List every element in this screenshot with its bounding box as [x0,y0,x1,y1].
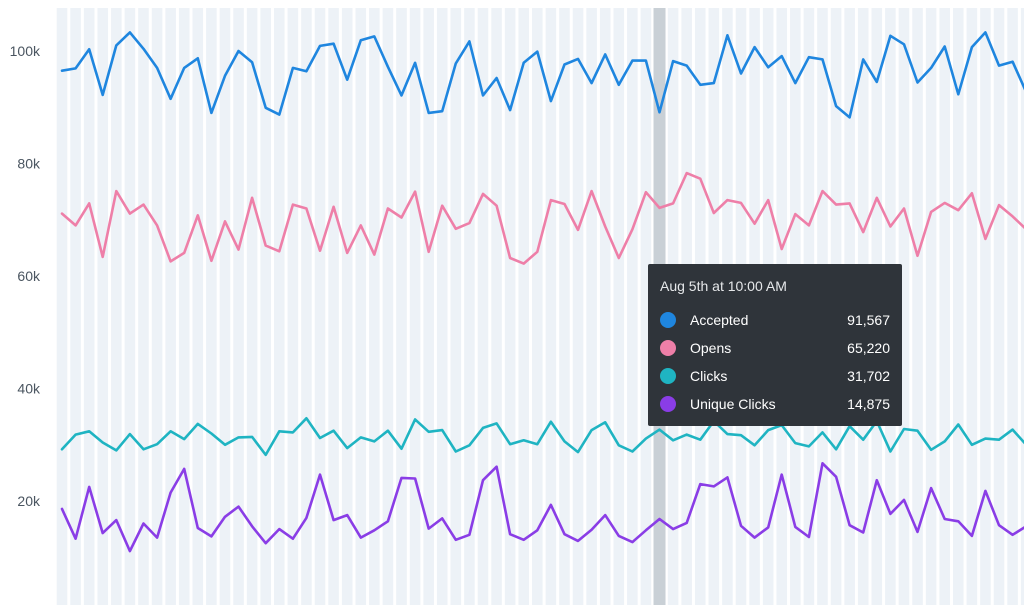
grid-stripe [586,8,597,605]
grid-stripe [572,8,584,605]
grid-stripe [545,8,557,605]
grid-stripe [328,8,339,605]
tooltip-series-value: 91,567 [847,312,890,328]
series-line-accepted [60,31,1024,119]
grid-stripe [260,8,271,605]
tooltip-series-name: Unique Clicks [690,396,776,412]
tooltip-series-name: Accepted [690,312,749,328]
grid-stripe [287,8,299,605]
tooltip-series-name: Clicks [690,368,728,384]
grid-stripe [314,8,326,605]
y-tick-label: 100k [10,43,41,59]
hover-tooltip: Aug 5th at 10:00 AM Accepted 91,567 Open… [648,264,902,426]
grid-stripe [436,8,448,605]
accepted-legend-dot [660,312,676,328]
grid-stripe [111,8,122,605]
tooltip-row-opens: Opens 65,220 [660,334,890,362]
y-tick-label: 60k [17,268,41,284]
tooltip-row-accepted: Accepted 91,567 [660,306,890,334]
opens-legend-dot [660,340,676,356]
y-tick-label: 20k [17,493,41,509]
grid-stripe [925,8,937,605]
grid-stripe [504,8,516,605]
grid-stripe [1007,8,1018,605]
grid-stripe [980,8,991,605]
clicks-legend-dot [660,368,676,384]
tooltip-series-value: 31,702 [847,368,890,384]
grid-stripe [464,8,475,605]
grid-stripe [966,8,978,605]
grid-stripe [233,8,244,605]
grid-stripe [898,8,910,605]
unique-clicks-legend-dot [660,396,676,412]
tooltip-row-clicks: Clicks 31,702 [660,362,890,390]
grid-stripe [559,8,570,605]
y-tick-label: 80k [17,156,41,172]
series-lines [60,31,1024,553]
grid-stripe [912,8,923,605]
grid-stripe [599,8,611,605]
grid-stripe [640,8,652,605]
grid-stripe [1020,8,1024,605]
grid-stripe [532,8,543,605]
y-axis: 20k 40k 60k 80k 100k [10,43,41,509]
grid-stripe [382,8,394,605]
grid-stripe [423,8,434,605]
grid-stripe [124,8,136,605]
grid-stripe [518,8,530,605]
grid-stripe [491,8,502,605]
tooltip-title: Aug 5th at 10:00 AM [660,278,787,294]
grid-stripe [939,8,950,605]
grid-stripe [138,8,149,605]
grid-stripe [952,8,964,605]
tooltip-series-value: 65,220 [847,340,890,356]
grid-stripe [613,8,625,605]
tooltip-row-unique-clicks: Unique Clicks 14,875 [660,390,890,418]
grid-stripe [355,8,367,605]
grid-stripe [56,8,68,605]
grid-stripe [246,8,258,605]
grid-stripe [396,8,407,605]
grid-stripe [151,8,163,605]
grid-stripe [206,8,217,605]
grid-stripe [83,8,95,605]
grid-stripe [341,8,353,605]
grid-stripe [369,8,380,605]
grid-stripe [273,8,285,605]
grid-stripe [178,8,190,605]
grid-stripe [993,8,1005,605]
grid-stripe [301,8,312,605]
grid-stripe [450,8,462,605]
grid-stripe [627,8,638,605]
grid-stripe [477,8,489,605]
grid-stripe [97,8,109,605]
grid-stripe [219,8,231,605]
y-tick-label: 40k [17,381,41,397]
tooltip-series-name: Opens [690,340,732,356]
grid-stripe [192,8,204,605]
series-line-opens [60,171,1024,265]
grid-stripe [70,8,81,605]
grid-stripe [165,8,176,605]
series-line-unique-clicks [60,461,1024,553]
tooltip-series-value: 14,875 [847,396,890,412]
grid-stripe [409,8,421,605]
